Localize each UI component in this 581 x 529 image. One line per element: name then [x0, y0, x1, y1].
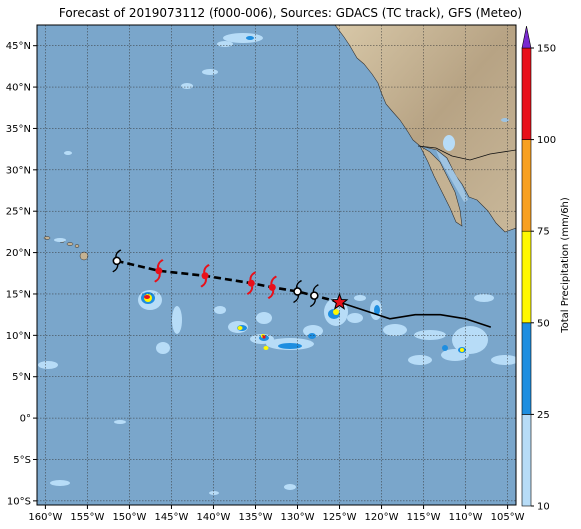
- x-tick-label: 155°W: [70, 512, 104, 523]
- y-axis-ticks: 10°S 5°S 0° 5°N 10°N 15°N 20°N 25°N 30°N 35°N 40°N…: [6, 41, 37, 507]
- x-tick-label: 125°W: [323, 512, 357, 523]
- colorbar-tick-label: 50: [537, 318, 550, 329]
- colorbar-extend-arrow: [521, 25, 532, 49]
- y-tick-label: 40°N: [6, 83, 31, 94]
- hurricane-symbol: [200, 263, 210, 288]
- hurricane-symbol: [267, 275, 278, 300]
- y-tick-label: 10°N: [6, 331, 31, 342]
- storm-symbol: [293, 279, 303, 304]
- map-frame: [36, 24, 517, 506]
- colorbar-tick-label: 100: [537, 135, 556, 146]
- y-tick-label: 20°N: [6, 248, 31, 259]
- x-tick-label: 115°W: [407, 512, 441, 523]
- colorbar-segment: [521, 230, 532, 324]
- hurricane-symbol: [246, 271, 256, 295]
- storm-symbol: [309, 284, 319, 308]
- hurricane-symbol: [154, 259, 164, 283]
- colorbar-segment: [521, 47, 532, 140]
- y-tick-label: 0°: [20, 414, 31, 425]
- x-tick-label: 140°W: [196, 512, 230, 523]
- x-axis-ticks: 160°W 155°W 150°W 145°W 140°W 135°W 130°W 125°W…: [28, 505, 525, 523]
- track-symbols: [112, 249, 319, 308]
- map-title: Forecast of 2019073112 (f000-006), Sourc…: [58, 6, 523, 20]
- current-position-star: [330, 292, 349, 310]
- gulf-of-california: [436, 150, 468, 202]
- y-tick-label: 25°N: [6, 207, 31, 218]
- colorbar-tick-label: 150: [537, 44, 556, 55]
- y-tick-label: 5°N: [12, 372, 31, 383]
- y-tick-label: 45°N: [6, 41, 31, 52]
- map-layers: [37, 25, 516, 505]
- baja-california-land: [419, 145, 463, 227]
- storm-symbol: [112, 249, 122, 273]
- y-tick-label: 35°N: [6, 124, 31, 135]
- y-tick-label: 10°S: [7, 496, 31, 507]
- colorbar-label: Total Precipitation (mm/6h): [560, 197, 571, 334]
- colorbar-tick-label: 25: [537, 410, 550, 421]
- x-tick-label: 145°W: [154, 512, 188, 523]
- x-tick-label: 130°W: [281, 512, 315, 523]
- colorbar-segment: [521, 139, 532, 232]
- x-tick-label: 160°W: [28, 512, 62, 523]
- y-tick-label: 30°N: [6, 165, 31, 176]
- colorbar-tick-label: 75: [537, 227, 550, 238]
- us-mexico-border: [417, 145, 516, 161]
- x-tick-label: 105°W: [491, 512, 525, 523]
- x-tick-label: 135°W: [238, 512, 272, 523]
- x-tick-label: 110°W: [449, 512, 483, 523]
- track-past-line: [339, 301, 492, 328]
- colorbar-segment: [521, 322, 532, 415]
- colorbar: 10 25 50 75 100 150: [521, 25, 556, 513]
- x-tick-label: 150°W: [112, 512, 146, 523]
- colorbar-segment: [521, 414, 532, 507]
- x-tick-label: 120°W: [365, 512, 399, 523]
- colorbar-tick-label: 10: [537, 502, 550, 513]
- lake-shape: [501, 118, 509, 122]
- y-tick-label: 5°S: [13, 455, 31, 466]
- precip-extreme: [144, 295, 266, 339]
- y-tick-label: 15°N: [6, 289, 31, 300]
